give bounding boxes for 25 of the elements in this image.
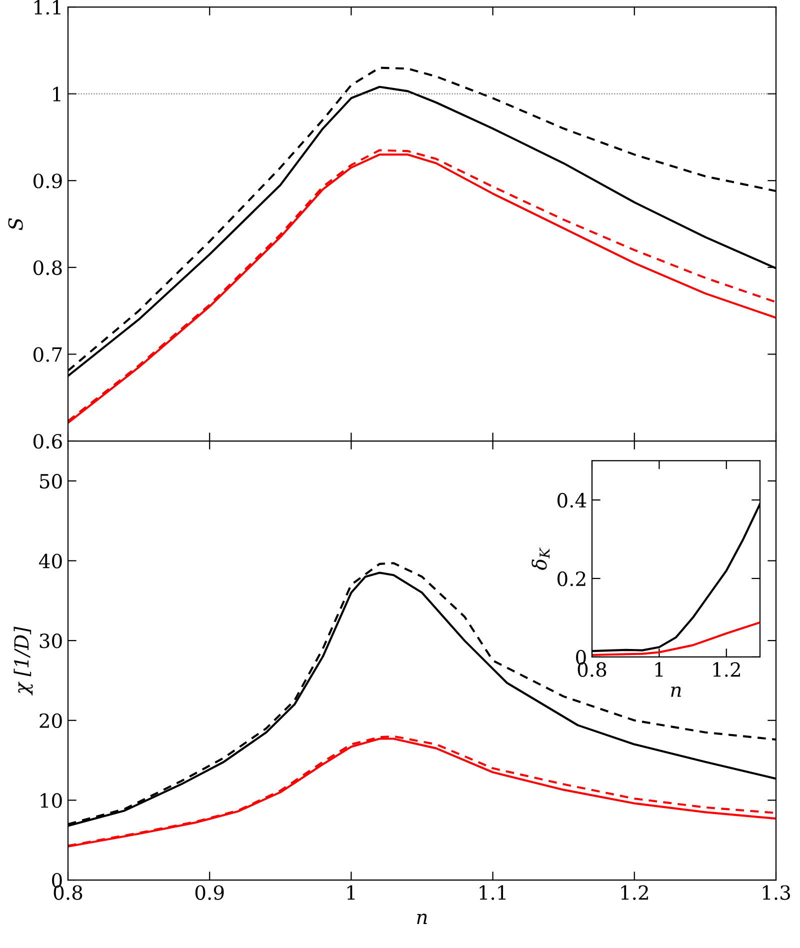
y-tick-label: 40: [38, 554, 62, 568]
y-tick-label: 0.8: [34, 260, 62, 276]
x-tick-label: 1.2: [713, 662, 740, 677]
y-tick-label: 1.1: [34, 0, 60, 15]
y-tick-label: 50: [40, 474, 62, 489]
x-tick-label: 1.3: [762, 885, 790, 900]
x-tick-label: 1.1: [480, 885, 506, 900]
y-tick-label: 0.6: [34, 434, 62, 449]
y-tick-label: 0.2: [558, 571, 586, 586]
y-tick-label: 10: [40, 793, 62, 808]
y-axis-title: S: [8, 218, 23, 230]
x-axis-title: n: [671, 686, 681, 697]
y-tick-label: 20: [40, 713, 62, 728]
y-axis-title: χ [1/D]: [14, 626, 33, 696]
x-tick-label: 0.9: [195, 885, 224, 900]
x-axis-title: n: [417, 914, 427, 924]
x-tick-label: 1: [655, 662, 663, 677]
y-tick-label: 0.7: [34, 347, 62, 362]
x-tick-label: 1.2: [621, 885, 648, 900]
y-tick-label: 30: [40, 634, 62, 648]
y-tick-label: 1: [53, 86, 60, 102]
x-tick-label: 1: [347, 885, 355, 900]
y-tick-label: 0.9: [34, 174, 62, 188]
y-axis-title: δ$_{K}$: [532, 548, 550, 570]
y-tick-label: 0.4: [558, 492, 586, 508]
